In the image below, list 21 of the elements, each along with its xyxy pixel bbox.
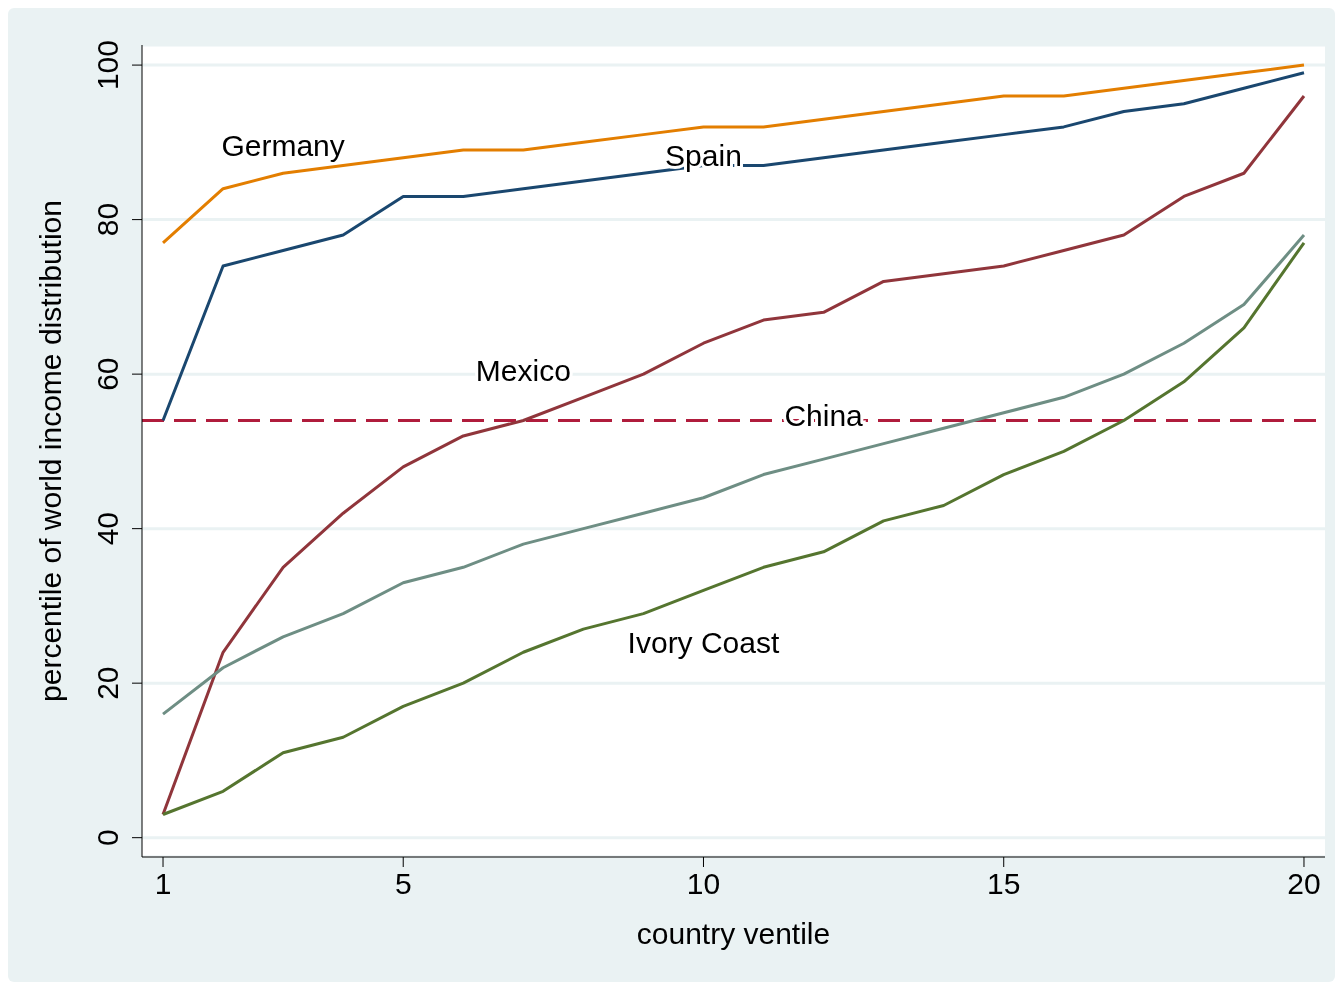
line-series — [161, 233, 1306, 716]
x-axis-title: country ventile — [636, 917, 831, 951]
series-label: Germany — [221, 128, 345, 162]
line-series — [161, 63, 1306, 245]
line-series — [161, 241, 1306, 817]
x-tick-label: 20 — [1287, 867, 1321, 901]
x-tick-label: 5 — [394, 867, 412, 901]
x-tick-label: 15 — [987, 867, 1021, 901]
y-axis-title: percentile of world income distribution — [33, 200, 67, 702]
y-tick-label: 60 — [91, 357, 124, 391]
series-label: Spain — [665, 139, 742, 173]
line-series — [161, 94, 1306, 817]
x-tick-label: 1 — [154, 867, 172, 901]
x-tick-label: 10 — [686, 867, 721, 901]
y-tick-label: 40 — [91, 511, 124, 546]
y-tick-label: 20 — [91, 666, 124, 700]
y-tick-label: 80 — [91, 202, 124, 237]
y-tick-label: 0 — [91, 829, 124, 847]
series-label: Mexico — [475, 353, 571, 387]
y-tick-label: 100 — [91, 40, 124, 91]
series-label: Ivory Coast — [627, 625, 780, 659]
